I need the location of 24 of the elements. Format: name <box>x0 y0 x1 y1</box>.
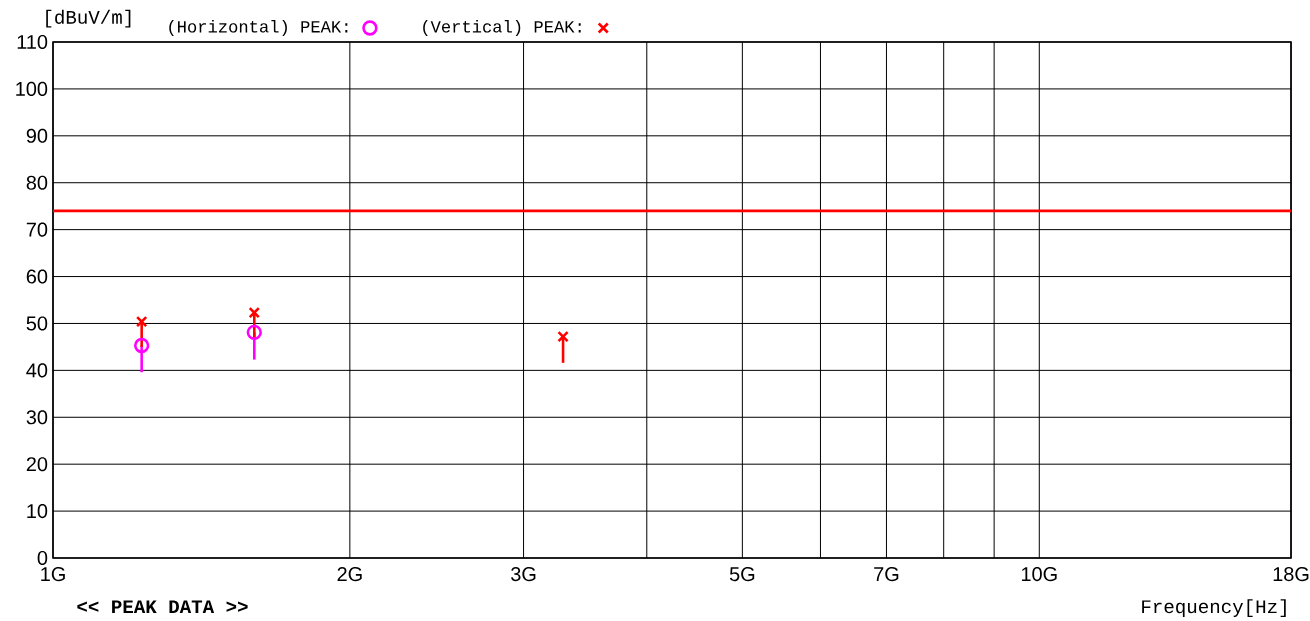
y-tick-label: 70 <box>26 222 48 237</box>
legend-label: (Vertical) PEAK: <box>423 20 581 36</box>
y-tick-label: 60 <box>26 269 48 284</box>
x-tick-label: 18G <box>1273 567 1309 582</box>
y-tick-label: 0 <box>37 550 48 566</box>
y-tick-label: 40 <box>26 363 48 378</box>
y-tick-label: 50 <box>26 316 48 331</box>
y-tick-label: 30 <box>26 410 48 425</box>
x-tick-label: 5G <box>729 567 755 582</box>
x-axis-title: Frequency[Hz] <box>1142 599 1286 617</box>
y-tick-label: 80 <box>26 175 48 190</box>
text: << PEAK DATA >> <box>77 600 248 613</box>
y-axis-title: [dBuV/m] <box>46 9 131 28</box>
y-tick-label: 100 <box>16 81 48 96</box>
legend-label: (Horizontal) PEAK: <box>169 20 348 36</box>
x-tick-label: 1G <box>41 567 65 582</box>
y-tick-label: 110 <box>17 34 48 50</box>
x-tick-label: 10G <box>1021 567 1057 582</box>
x-tick-label: 3G <box>511 567 536 582</box>
x-tick-label: 2G <box>337 567 362 582</box>
y-tick-label: 10 <box>27 504 48 519</box>
y-tick-label: 20 <box>26 457 48 472</box>
y-tick-label: 90 <box>26 128 48 143</box>
x-tick-label: 7G <box>874 567 899 582</box>
